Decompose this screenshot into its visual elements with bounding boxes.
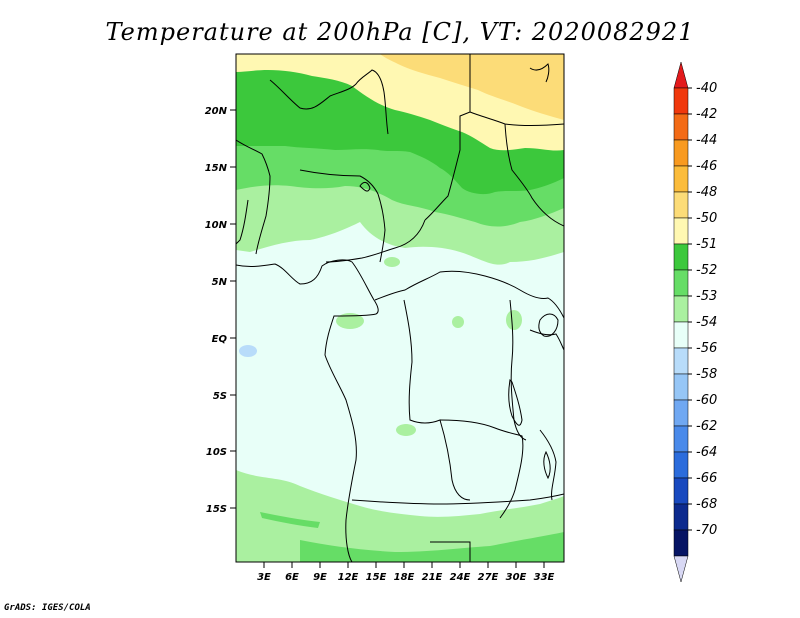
lat-label: 20N [205, 106, 228, 117]
colorbar: -40 -42 -44 -46 -48 -50 -51 -52 -53 -54 -56 -58 -60 -… [673, 61, 717, 583]
colorbar-label: -48 [696, 185, 717, 200]
lat-label: EQ [212, 334, 228, 345]
colorbar-segment [673, 347, 689, 375]
colorbar-segment [673, 529, 689, 557]
lat-label: 15S [206, 504, 227, 515]
colorbar-label: -54 [696, 315, 717, 330]
colorbar-label: -52 [696, 263, 717, 278]
lon-label: 27E [478, 572, 499, 583]
colorbar-label: -53 [696, 289, 717, 304]
lon-label: 3E [257, 572, 271, 583]
lon-label: 33E [534, 572, 555, 583]
colorbar-label: -62 [696, 419, 717, 434]
grads-credit: GrADS: IGES/COLA [4, 603, 91, 613]
colorbar-segment [673, 139, 689, 167]
colorbar-label: -68 [696, 497, 717, 512]
lon-label: 30E [506, 572, 527, 583]
colorbar-label: -60 [696, 393, 717, 408]
map-frame [235, 53, 565, 563]
temperature-field [236, 54, 564, 562]
lon-axis: 3E 6E 9E 12E 15E 18E 21E 24E 27E 30E 33E [257, 562, 555, 583]
lon-label: 24E [450, 572, 471, 583]
colorbar-segment [673, 217, 689, 245]
lon-label: 21E [422, 572, 443, 583]
lat-label: 10N [205, 220, 228, 231]
colorbar-segment [673, 451, 689, 479]
colorbar-label: -51 [696, 237, 717, 252]
colorbar-segment [673, 503, 689, 531]
colorbar-label: -40 [696, 81, 717, 96]
lon-label: 15E [366, 572, 387, 583]
lat-axis: 20N 15N 10N 5N EQ 5S 10S 15S [205, 106, 236, 515]
colorbar-label: -56 [696, 341, 717, 356]
colorbar-segment [673, 243, 689, 271]
colorbar-segment [673, 269, 689, 297]
lon-label: 18E [394, 572, 415, 583]
colorbar-segment [673, 425, 689, 453]
colorbar-segment [673, 295, 689, 323]
colorbar-label: -42 [696, 107, 717, 122]
lat-label: 15N [205, 163, 228, 174]
lon-label: 12E [338, 572, 359, 583]
lat-label: 5N [212, 277, 228, 288]
colorbar-label: -50 [696, 211, 717, 226]
colorbar-segment [673, 191, 689, 219]
colorbar-segment [673, 87, 689, 115]
colorbar-segment [673, 165, 689, 193]
colorbar-label: -44 [696, 133, 717, 148]
map-title: Temperature at 200hPa [C], VT: 202008292… [105, 18, 695, 46]
coastlines-borders [236, 54, 564, 562]
lon-label: 9E [313, 572, 327, 583]
lon-label: 6E [285, 572, 299, 583]
colorbar-segment [673, 477, 689, 505]
colorbar-segment [673, 113, 689, 141]
lat-label: 5S [213, 391, 227, 402]
colorbar-label: -70 [696, 523, 717, 538]
colorbar-segment [673, 399, 689, 427]
colorbar-label: -64 [696, 445, 717, 460]
lat-label: 10S [206, 447, 227, 458]
colorbar-segment [673, 321, 689, 349]
colorbar-under-triangle [673, 555, 689, 583]
lakes [359, 181, 559, 480]
colorbar-label: -58 [696, 367, 717, 382]
colorbar-label: -66 [696, 471, 717, 486]
colorbar-segment [673, 373, 689, 401]
colorbar-label: -46 [696, 159, 717, 174]
colorbar-over-triangle [673, 61, 689, 89]
